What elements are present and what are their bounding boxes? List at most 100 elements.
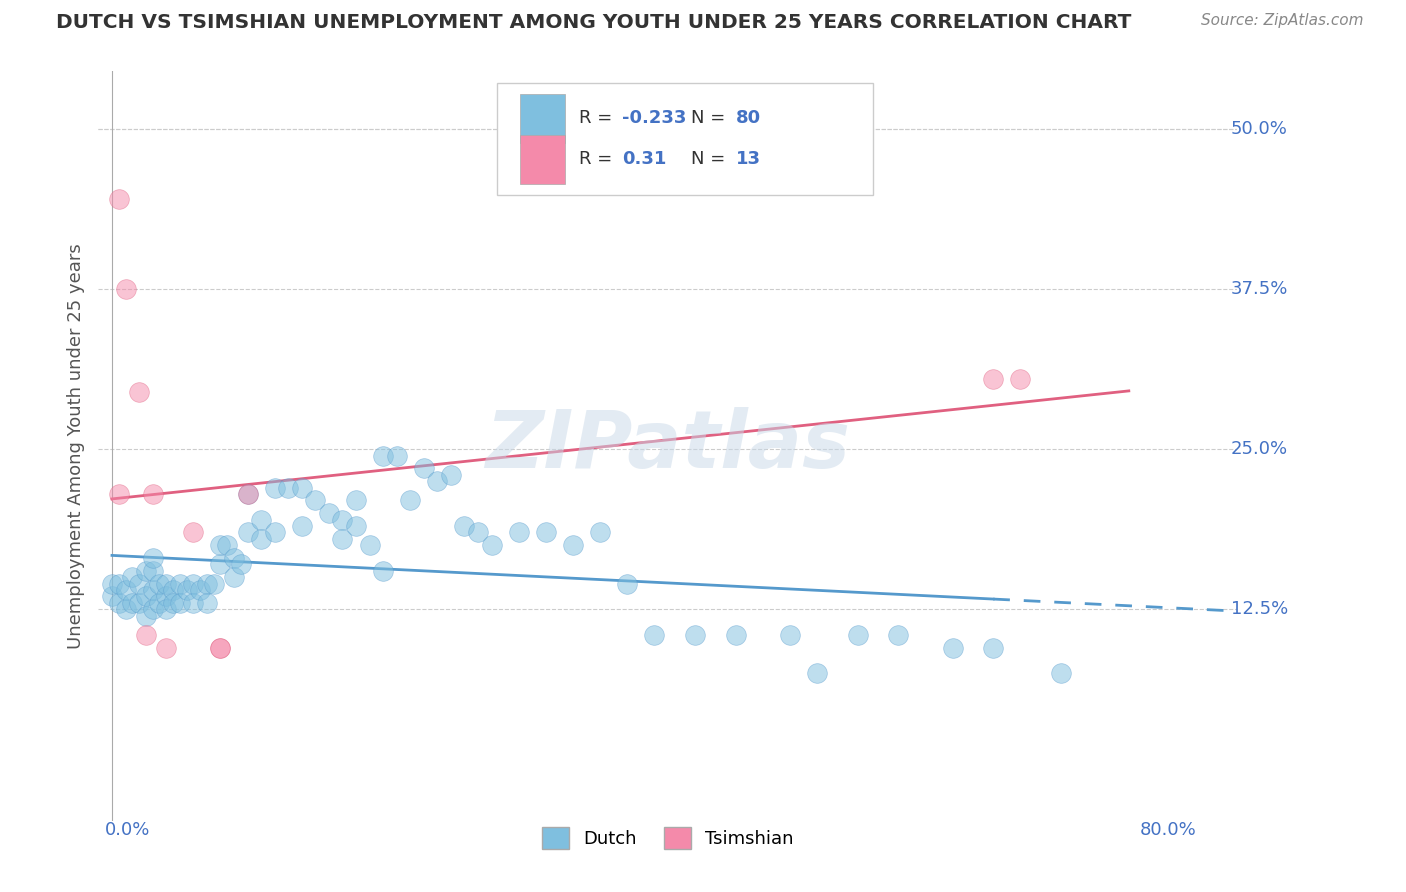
Point — [128, 576, 150, 591]
Point — [169, 596, 191, 610]
Point — [426, 474, 449, 488]
Point — [385, 449, 408, 463]
Point — [155, 590, 177, 604]
Point — [534, 525, 557, 540]
Text: 0.31: 0.31 — [623, 150, 666, 168]
Point — [250, 532, 273, 546]
Text: -0.233: -0.233 — [623, 109, 686, 127]
Point — [142, 602, 165, 616]
Point — [779, 628, 801, 642]
Point — [440, 467, 463, 482]
Point — [332, 513, 354, 527]
Point — [263, 481, 285, 495]
Point — [344, 493, 367, 508]
Text: 13: 13 — [737, 150, 761, 168]
Point — [508, 525, 530, 540]
Point — [981, 640, 1004, 655]
Point — [359, 538, 381, 552]
Point — [107, 596, 129, 610]
Point — [121, 596, 143, 610]
Point — [643, 628, 665, 642]
Point — [195, 596, 218, 610]
Text: DUTCH VS TSIMSHIAN UNEMPLOYMENT AMONG YOUTH UNDER 25 YEARS CORRELATION CHART: DUTCH VS TSIMSHIAN UNEMPLOYMENT AMONG YO… — [56, 13, 1132, 32]
Point — [589, 525, 612, 540]
Point — [142, 551, 165, 566]
Point — [183, 525, 205, 540]
Point — [683, 628, 706, 642]
Point — [846, 628, 869, 642]
Text: 80.0%: 80.0% — [1140, 821, 1197, 838]
Point — [236, 487, 259, 501]
Point — [318, 506, 340, 520]
Text: ZIPatlas: ZIPatlas — [485, 407, 851, 485]
Point — [155, 640, 177, 655]
Point — [562, 538, 585, 552]
Point — [209, 558, 232, 572]
Point — [114, 583, 136, 598]
Point — [128, 384, 150, 399]
Text: R =: R = — [579, 109, 619, 127]
Point — [135, 608, 157, 623]
Point — [148, 576, 170, 591]
Point — [1010, 372, 1032, 386]
Text: 50.0%: 50.0% — [1230, 120, 1288, 138]
Point — [162, 583, 184, 598]
FancyBboxPatch shape — [520, 135, 565, 184]
Point — [236, 525, 259, 540]
Point — [188, 583, 211, 598]
Text: 0.0%: 0.0% — [105, 821, 150, 838]
FancyBboxPatch shape — [498, 83, 873, 195]
Point — [169, 576, 191, 591]
Point — [277, 481, 299, 495]
Point — [209, 538, 232, 552]
Point — [942, 640, 965, 655]
Point — [291, 519, 314, 533]
Point — [344, 519, 367, 533]
Text: 80: 80 — [737, 109, 761, 127]
Point — [202, 576, 225, 591]
Point — [399, 493, 422, 508]
Text: R =: R = — [579, 150, 624, 168]
Point — [155, 602, 177, 616]
Legend: Dutch, Tsimshian: Dutch, Tsimshian — [534, 820, 801, 856]
Point — [250, 513, 273, 527]
Point — [887, 628, 910, 642]
Point — [128, 596, 150, 610]
Point — [453, 519, 475, 533]
Point — [135, 628, 157, 642]
Point — [121, 570, 143, 584]
Point — [222, 570, 245, 584]
Point — [616, 576, 638, 591]
Point — [155, 576, 177, 591]
Point — [981, 372, 1004, 386]
FancyBboxPatch shape — [520, 94, 565, 143]
Point — [107, 576, 129, 591]
Point — [481, 538, 503, 552]
Point — [229, 558, 252, 572]
Point — [263, 525, 285, 540]
Point — [1050, 666, 1073, 681]
Point — [107, 193, 129, 207]
Point — [724, 628, 747, 642]
Text: 37.5%: 37.5% — [1230, 280, 1288, 298]
Point — [142, 583, 165, 598]
Point — [412, 461, 434, 475]
Point — [107, 487, 129, 501]
Text: N =: N = — [690, 150, 731, 168]
Y-axis label: Unemployment Among Youth under 25 years: Unemployment Among Youth under 25 years — [66, 244, 84, 648]
Point — [114, 282, 136, 296]
Point — [183, 576, 205, 591]
Point — [217, 538, 239, 552]
Point — [142, 487, 165, 501]
Point — [142, 564, 165, 578]
Text: Source: ZipAtlas.com: Source: ZipAtlas.com — [1201, 13, 1364, 29]
Point — [195, 576, 218, 591]
Point — [114, 602, 136, 616]
Point — [135, 564, 157, 578]
Point — [209, 640, 232, 655]
Point — [222, 551, 245, 566]
Point — [135, 590, 157, 604]
Point — [291, 481, 314, 495]
Text: 12.5%: 12.5% — [1230, 600, 1288, 618]
Point — [101, 576, 124, 591]
